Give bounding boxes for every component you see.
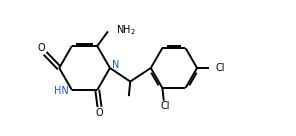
Text: HN: HN xyxy=(54,86,69,96)
Text: N: N xyxy=(112,60,120,70)
Text: Cl: Cl xyxy=(215,63,225,73)
Text: NH$_2$: NH$_2$ xyxy=(116,23,136,37)
Text: O: O xyxy=(96,108,103,118)
Text: O: O xyxy=(37,43,45,53)
Text: Cl: Cl xyxy=(160,101,170,111)
